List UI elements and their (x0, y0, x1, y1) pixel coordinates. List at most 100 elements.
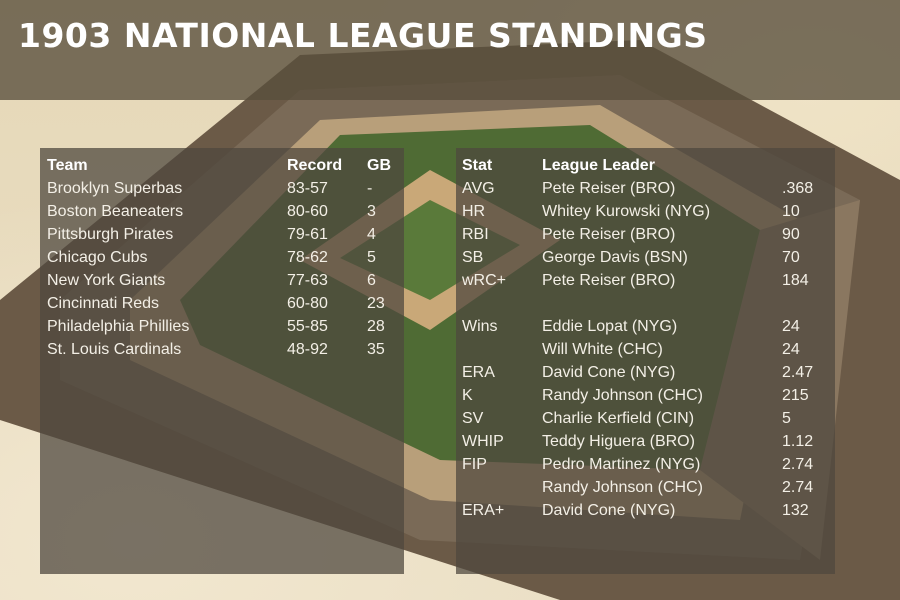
games-behind: 23 (367, 294, 385, 312)
team-name: Pittsburgh Pirates (47, 225, 174, 243)
title-bar: 1903 NATIONAL LEAGUE STANDINGS (0, 0, 900, 100)
table-row: Boston Beaneaters 80-60 3 (47, 200, 403, 223)
leader-name: Eddie Lopat (NYG) (542, 317, 678, 335)
team-name: St. Louis Cardinals (47, 340, 182, 358)
leaders-header-row: Stat League Leader (462, 154, 832, 177)
leader-name: Whitey Kurowski (NYG) (542, 202, 711, 220)
stat-value: 5 (782, 409, 791, 427)
table-row: Cincinnati Reds 60-80 23 (47, 292, 403, 315)
table-row: Philadelphia Phillies 55-85 28 (47, 315, 403, 338)
table-row: K Randy Johnson (CHC) 215 (462, 384, 832, 407)
leader-name: Pete Reiser (BRO) (542, 179, 676, 197)
stat-name: wRC+ (462, 271, 507, 289)
standings-panel: Team Record GB Brooklyn Superbas 83-57 -… (40, 148, 404, 574)
stat-value: .368 (782, 179, 814, 197)
table-row: Chicago Cubs 78-62 5 (47, 246, 403, 269)
leader-name: Will White (CHC) (542, 340, 663, 358)
games-behind: - (367, 179, 373, 197)
team-record: 60-80 (287, 294, 328, 312)
stat-value: 2.47 (782, 363, 814, 381)
stat-name: SB (462, 248, 484, 266)
stat-name: FIP (462, 455, 487, 473)
stat-value: 24 (782, 317, 800, 335)
leader-name: Randy Johnson (CHC) (542, 478, 703, 496)
table-row: SV Charlie Kerfield (CIN) 5 (462, 407, 832, 430)
leader-name: Pedro Martinez (NYG) (542, 455, 701, 473)
team-record: 48-92 (287, 340, 328, 358)
games-behind: 35 (367, 340, 385, 358)
stat-value: 24 (782, 340, 800, 358)
stat-name: AVG (462, 179, 495, 197)
team-name: Brooklyn Superbas (47, 179, 183, 197)
table-row: Brooklyn Superbas 83-57 - (47, 177, 403, 200)
stat-value: 1.12 (782, 432, 814, 450)
table-row: FIP Pedro Martinez (NYG) 2.74 (462, 453, 832, 476)
stat-value: 70 (782, 248, 800, 266)
leader-name: Charlie Kerfield (CIN) (542, 409, 695, 427)
table-row: ERA+ David Cone (NYG) 132 (462, 499, 832, 522)
team-record: 55-85 (287, 317, 328, 335)
team-name: Chicago Cubs (47, 248, 148, 266)
games-behind: 28 (367, 317, 385, 335)
team-record: 80-60 (287, 202, 328, 220)
table-row: Will White (CHC) 24 (462, 338, 832, 361)
stat-value: 2.74 (782, 455, 814, 473)
games-behind-column-header: GB (367, 156, 391, 174)
table-row: AVG Pete Reiser (BRO) .368 (462, 177, 832, 200)
stat-value: 132 (782, 501, 809, 519)
stat-name: HR (462, 202, 486, 220)
stat-value: 90 (782, 225, 800, 243)
team-record: 83-57 (287, 179, 328, 197)
league-leaders-panel: Stat League Leader AVG Pete Reiser (BRO)… (456, 148, 835, 574)
table-row: Randy Johnson (CHC) 2.74 (462, 476, 832, 499)
leader-name (542, 292, 782, 315)
stat-name: RBI (462, 225, 489, 243)
games-behind: 5 (367, 248, 376, 266)
table-row: HR Whitey Kurowski (NYG) 10 (462, 200, 832, 223)
stat-column-header: Stat (462, 156, 493, 174)
table-row: New York Giants 77-63 6 (47, 269, 403, 292)
team-record: 79-61 (287, 225, 328, 243)
stat-name: WHIP (462, 432, 504, 450)
stat-value (782, 292, 832, 315)
leader-name: Pete Reiser (BRO) (542, 225, 676, 243)
stat-name (462, 338, 542, 361)
stat-name (462, 476, 542, 499)
table-row-spacer (462, 292, 832, 315)
leader-name: George Davis (BSN) (542, 248, 688, 266)
table-row: Pittsburgh Pirates 79-61 4 (47, 223, 403, 246)
leader-column-header: League Leader (542, 156, 655, 174)
stat-name: ERA (462, 363, 495, 381)
standings-header-row: Team Record GB (47, 154, 403, 177)
page-title: 1903 NATIONAL LEAGUE STANDINGS (18, 16, 708, 55)
team-name: Philadelphia Phillies (47, 317, 190, 335)
team-name: New York Giants (47, 271, 166, 289)
stat-name: ERA+ (462, 501, 505, 519)
stat-value: 215 (782, 386, 809, 404)
team-column-header: Team (47, 156, 88, 174)
stat-name (462, 292, 542, 315)
record-column-header: Record (287, 156, 343, 174)
stat-name: Wins (462, 317, 498, 335)
stat-value: 2.74 (782, 478, 814, 496)
games-behind: 3 (367, 202, 376, 220)
table-row: RBI Pete Reiser (BRO) 90 (462, 223, 832, 246)
table-row: ERA David Cone (NYG) 2.47 (462, 361, 832, 384)
standings-table: Team Record GB Brooklyn Superbas 83-57 -… (47, 154, 403, 361)
leader-name: Teddy Higuera (BRO) (542, 432, 695, 450)
stat-value: 184 (782, 271, 809, 289)
team-record: 78-62 (287, 248, 328, 266)
team-name: Cincinnati Reds (47, 294, 160, 312)
games-behind: 4 (367, 225, 376, 243)
stat-value: 10 (782, 202, 800, 220)
table-row: SB George Davis (BSN) 70 (462, 246, 832, 269)
value-column-header (782, 154, 832, 177)
table-row: Wins Eddie Lopat (NYG) 24 (462, 315, 832, 338)
team-name: Boston Beaneaters (47, 202, 184, 220)
leader-name: David Cone (NYG) (542, 363, 676, 381)
table-row: wRC+ Pete Reiser (BRO) 184 (462, 269, 832, 292)
leader-name: Randy Johnson (CHC) (542, 386, 703, 404)
stat-name: SV (462, 409, 484, 427)
table-row: St. Louis Cardinals 48-92 35 (47, 338, 403, 361)
games-behind: 6 (367, 271, 376, 289)
